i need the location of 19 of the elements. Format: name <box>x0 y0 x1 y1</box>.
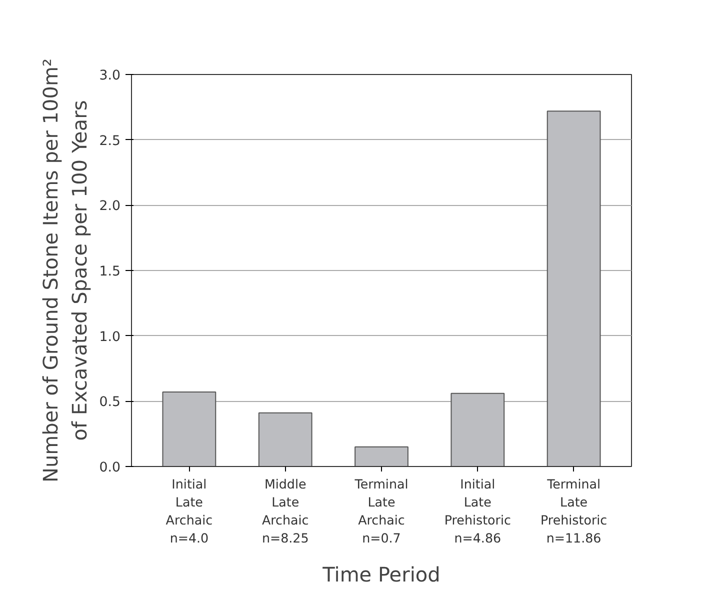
y-tick-label: 2.5 <box>99 134 121 149</box>
bar <box>546 110 601 466</box>
x-axis-title: Time Period <box>322 562 440 586</box>
bar <box>354 446 408 466</box>
bar <box>450 392 505 466</box>
text: n=4.86 <box>454 530 502 546</box>
y-tick-label: 3.0 <box>99 68 121 84</box>
y-tick-label: 1.0 <box>99 330 121 345</box>
text: n=8.25 <box>262 530 309 546</box>
y-axis-title: Number of Ground Stone Items per 100m² of Excavated Space per 100 Years <box>38 58 92 482</box>
y-tick-label: 0.0 <box>99 460 121 476</box>
y-tick-label: 2.0 <box>99 199 121 214</box>
text: n=0.7 <box>362 530 401 546</box>
bar <box>258 412 312 466</box>
bar <box>162 392 216 466</box>
y-tick-label: 1.5 <box>99 264 121 280</box>
text: n=4.0 <box>170 530 209 546</box>
text: n=11.86 <box>546 530 602 546</box>
y-tick-label: 0.5 <box>99 395 121 410</box>
